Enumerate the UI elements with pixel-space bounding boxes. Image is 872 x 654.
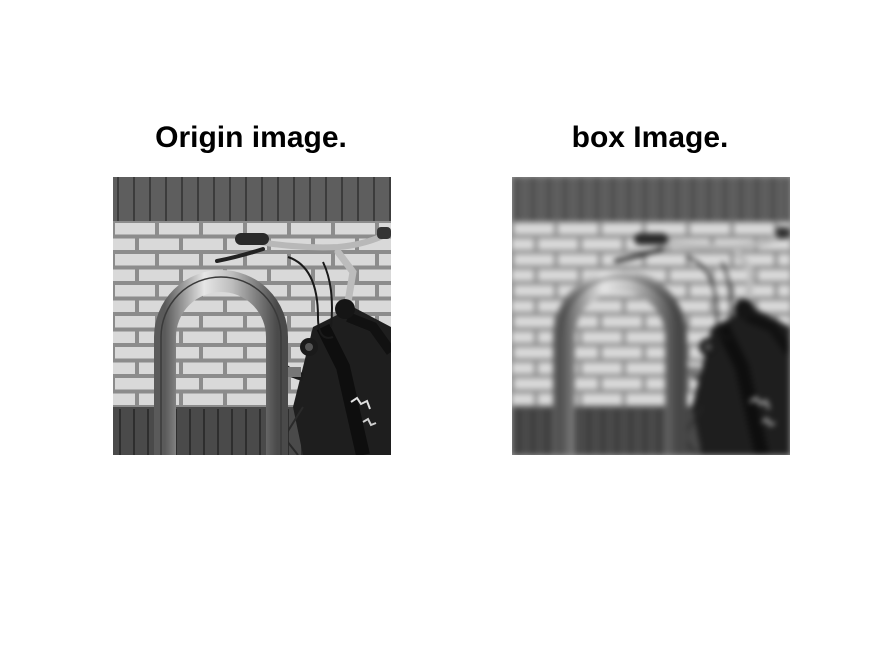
box-filtered-image [512,177,790,455]
origin-image-title: Origin image. [155,121,347,154]
box-image-title: box Image. [571,121,729,154]
origin-image [113,177,391,455]
blurred-scene [512,177,790,455]
